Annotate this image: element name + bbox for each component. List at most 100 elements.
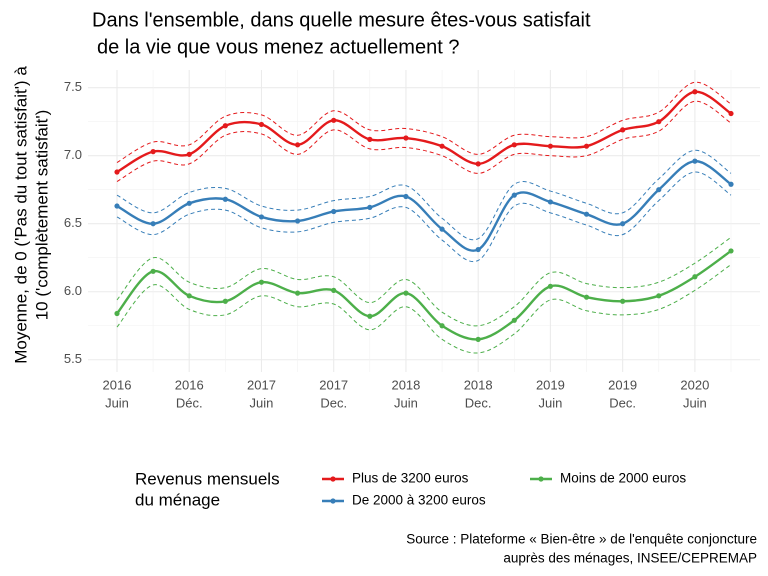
x-tick-label: 2016: [175, 377, 204, 392]
data-point: [222, 196, 228, 202]
x-tick-label: 2019: [536, 377, 565, 392]
x-tick-label: Dec.: [609, 395, 636, 410]
data-point: [114, 169, 120, 175]
data-point: [656, 293, 662, 299]
data-point: [114, 310, 120, 317]
data-point: [186, 293, 192, 299]
legend-swatch: [538, 476, 544, 482]
confidence-bound: [116, 264, 732, 354]
data-point: [620, 127, 626, 133]
data-point: [439, 323, 445, 329]
data-point: [728, 248, 734, 254]
confidence-bound: [116, 236, 732, 327]
data-point: [186, 151, 192, 157]
grid: [88, 70, 760, 372]
data-point: [222, 298, 228, 304]
legend-swatch: [330, 498, 336, 504]
x-tick-label: Juin: [538, 395, 562, 410]
data-point: [367, 313, 373, 319]
legend-label: Plus de 3200 euros: [352, 471, 469, 486]
data-point: [150, 268, 156, 274]
x-tick-label: Juin: [394, 395, 418, 410]
data-point: [403, 193, 409, 200]
data-point: [511, 142, 517, 148]
data-point: [547, 143, 554, 149]
y-tick-label: 5.5: [64, 351, 82, 366]
data-point: [692, 274, 698, 280]
series-line: [116, 249, 732, 341]
data-point: [367, 136, 373, 142]
data-point: [583, 211, 590, 217]
x-tick-label: 2020: [680, 377, 709, 392]
data-point: [331, 287, 337, 293]
data-point: [150, 221, 156, 227]
y-tick-label: 7.5: [64, 79, 82, 94]
legend-title: du ménage: [135, 490, 220, 509]
x-tick-label: Déc.: [176, 395, 203, 410]
series-line: [116, 90, 732, 174]
data-point: [475, 246, 481, 253]
x-tick-label: Dec.: [320, 395, 347, 410]
data-point: [439, 143, 445, 149]
data-point: [728, 181, 734, 187]
data-point: [114, 203, 120, 209]
data-point: [294, 142, 301, 148]
x-tick-label: Juin: [105, 395, 129, 410]
source-note: Source : Plateforme « Bien-être » de l'e…: [406, 532, 757, 547]
data-point: [331, 117, 337, 123]
series-line: [116, 159, 732, 252]
data-point: [294, 290, 301, 296]
x-tick-label: 2016: [103, 377, 132, 392]
x-tick-label: 2019: [608, 377, 637, 392]
y-axis-label: 10 ('complètement satisfait'): [32, 110, 51, 321]
confidence-bound: [116, 171, 732, 263]
source-note: auprès des ménages, INSEE/CEPREMAP: [503, 551, 757, 566]
x-tick-label: 2017: [247, 377, 276, 392]
data-point: [222, 123, 228, 129]
confidence-bound: [116, 81, 732, 163]
x-tick-label: Juin: [683, 395, 707, 410]
legend-label: De 2000 à 3200 euros: [352, 493, 486, 508]
data-point: [475, 161, 481, 167]
data-point: [403, 290, 409, 296]
legend-label: Moins de 2000 euros: [560, 471, 686, 486]
data-point: [511, 317, 517, 323]
data-point: [656, 187, 662, 193]
y-tick-label: 7.0: [64, 147, 82, 162]
data-point: [583, 143, 590, 149]
data-point: [258, 279, 265, 285]
legend-swatch: [330, 476, 336, 482]
data-point: [186, 200, 192, 206]
data-point: [294, 218, 301, 224]
legend-title: Revenus mensuels: [135, 469, 280, 488]
x-tick-label: Dec.: [465, 395, 492, 410]
data-point: [692, 158, 698, 164]
data-point: [547, 283, 554, 289]
data-point: [258, 121, 265, 128]
x-tick-label: Juin: [250, 395, 274, 410]
data-point: [475, 336, 481, 342]
data-point: [692, 89, 698, 95]
data-point: [150, 149, 156, 155]
data-point: [583, 294, 590, 300]
y-axis-label: Moyenne, de 0 ('Pas du tout satisfait') …: [11, 66, 30, 364]
data-point: [403, 135, 409, 141]
chart-title: de la vie que vous menez actuellement ?: [97, 36, 459, 58]
chart-title: Dans l'ensemble, dans quelle mesure êtes…: [92, 9, 591, 31]
y-tick-label: 6.0: [64, 283, 82, 298]
data-point: [620, 298, 626, 304]
confidence-bound: [116, 100, 732, 182]
x-tick-label: 2018: [391, 377, 420, 392]
data-point: [547, 199, 554, 205]
data-point: [258, 214, 265, 220]
data-point: [511, 192, 517, 198]
data-point: [728, 110, 734, 117]
data-point: [656, 119, 662, 125]
y-tick-label: 6.5: [64, 215, 82, 230]
data-point: [439, 226, 445, 232]
data-point: [367, 204, 373, 210]
confidence-bound: [116, 149, 732, 241]
x-tick-label: 2018: [464, 377, 493, 392]
x-tick-label: 2017: [319, 377, 348, 392]
